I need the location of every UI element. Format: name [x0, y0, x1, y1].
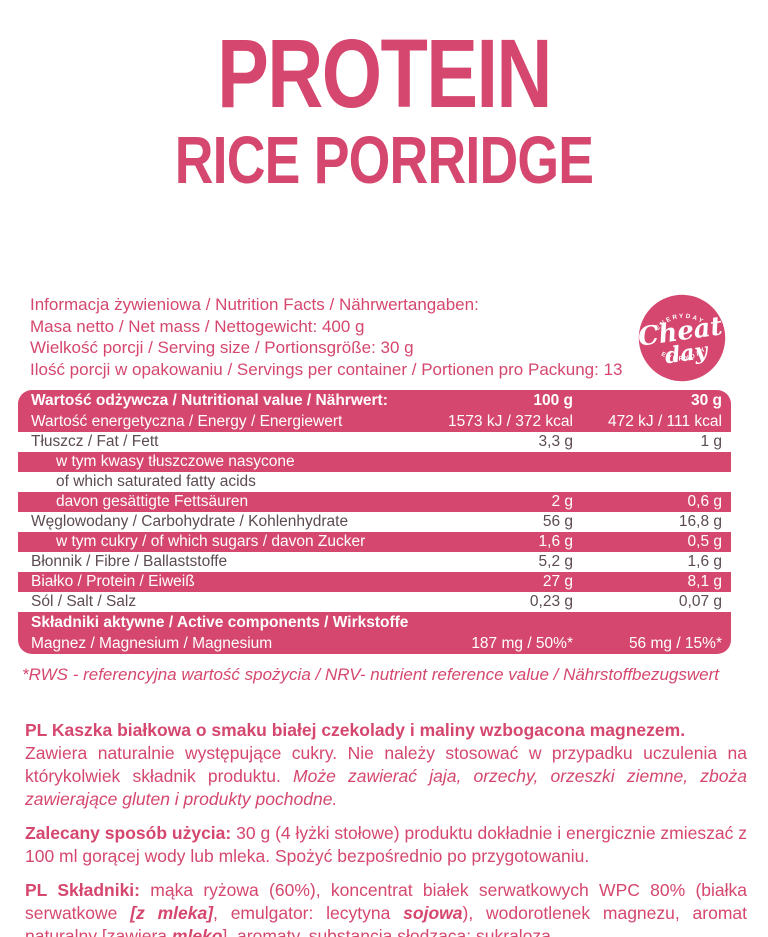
value-30g: 56 mg / 15%*: [628, 634, 722, 652]
nutrient-label: Wartość energetyczna / Energy / Energiew…: [31, 412, 343, 430]
allergen-soy: sojowa: [403, 903, 463, 923]
cheat-day-badge: EVERYDAY EVERYDAY Cheat day: [634, 290, 730, 386]
cheat-day-logo-icon: EVERYDAY EVERYDAY Cheat day: [636, 294, 726, 382]
value-100g: 187 mg / 50%*: [471, 634, 573, 652]
description-heading: PL Kaszka białkowa o smaku białej czekol…: [25, 720, 686, 740]
value-30g: 1 g: [700, 433, 722, 450]
value-100g: 27 g: [542, 573, 573, 590]
ingredients-text: , emulgator: lecytyna: [213, 903, 404, 923]
value-30g: 30 g: [690, 391, 722, 409]
value-100g: 1,6 g: [538, 533, 573, 550]
table-row: Błonnik / Fibre / Ballaststoffe 5,2 g 1,…: [18, 552, 731, 572]
nutrient-label: Wartość odżywcza / Nutritional value / N…: [31, 391, 388, 409]
table-row: Białko / Protein / Eiweiß 27 g 8,1 g: [18, 572, 731, 592]
info-line-serving-size: Wielkość porcji / Serving size / Portion…: [30, 338, 414, 357]
value-30g: 8,1 g: [687, 573, 722, 590]
value-100g: 56 g: [542, 513, 573, 530]
ingredients-paragraph: PL Składniki: mąka ryżowa (60%), koncent…: [25, 879, 747, 937]
value-100g: 5,2 g: [538, 553, 573, 570]
allergen-milk-bracket: [z mleka]: [130, 903, 214, 923]
table-row: w tym kwasy tłuszczowe nasycone: [18, 452, 731, 472]
value-30g: 0,6 g: [687, 493, 722, 510]
table-row: Węglowodany / Carbohydrate / Kohlenhydra…: [18, 512, 731, 532]
value-30g: 472 kJ / 111 kcal: [607, 412, 722, 430]
info-line-servings-per-container: Ilość porcji w opakowaniu / Servings per…: [30, 359, 623, 379]
ingredients-text: ], aromaty, substancja słodząca: sukralo…: [222, 926, 556, 937]
nutrition-table: Wartość odżywcza / Nutritional value / N…: [18, 390, 731, 654]
nutrient-label: Białko / Protein / Eiweiß: [31, 573, 195, 590]
allergen-notice: Może zawierać jaja, orzechy, orzeszki zi…: [25, 766, 747, 809]
value-30g: 16,8 g: [678, 513, 722, 530]
table-row: davon gesättigte Fettsäuren 2 g 0,6 g: [18, 492, 731, 512]
table-row: Wartość odżywcza / Nutritional value / N…: [18, 390, 731, 411]
nrv-footnote: *RWS - referencyjna wartość spożycia / N…: [22, 665, 719, 684]
value-100g: 100 g: [533, 391, 573, 409]
table-row: Sól / Salt / Salz 0,23 g 0,07 g: [18, 592, 731, 612]
value-30g: 1,6 g: [687, 553, 722, 570]
ingredients-text: ), wodorotlenek magnezu, aromat naturaln…: [25, 903, 747, 937]
nutrient-label: w tym kwasy tłuszczowe nasycone: [56, 453, 295, 470]
value-100g: 3,3 g: [538, 433, 573, 450]
nutrient-label: Tłuszcz / Fat / Fett: [31, 433, 159, 450]
usage-text: 30 g (4 łyżki stołowe) produktu dokładni…: [25, 823, 747, 866]
badge-script-line2: day: [663, 337, 711, 369]
value-30g: 0,5 g: [687, 533, 722, 550]
description-body: Zawiera naturalnie występujące cukry. Ni…: [25, 743, 747, 786]
value-100g: 2 g: [551, 493, 573, 510]
nutrient-label: Magnez / Magnesium / Magnesium: [31, 634, 273, 652]
product-title: PROTEIN RICE PORRIDGE: [0, 22, 768, 196]
table-row: Magnez / Magnesium / Magnesium 187 mg / …: [18, 633, 731, 654]
table-row: w tym cukry / of which sugars / davon Zu…: [18, 532, 731, 552]
nutrient-label: w tym cukry / of which sugars / davon Zu…: [56, 533, 366, 550]
value-30g: 0,07 g: [678, 593, 722, 610]
value-100g: 0,23 g: [529, 593, 573, 610]
value-100g: 1573 kJ / 372 kcal: [448, 412, 573, 430]
product-title-line2: RICE PORRIDGE: [174, 123, 594, 198]
ingredients-text: mąka ryżowa (60%), koncentrat białek ser…: [25, 880, 748, 923]
allergen-milk: mleko: [171, 926, 223, 937]
table-row: of which saturated fatty acids: [18, 472, 731, 492]
usage-paragraph: Zalecany sposób użycia: 30 g (4 łyżki st…: [25, 822, 747, 868]
nutrition-info-header: Informacja żywieniowa / Nutrition Facts …: [30, 294, 623, 380]
table-row: Wartość energetyczna / Energy / Energiew…: [18, 411, 731, 432]
table-row: Tłuszcz / Fat / Fett 3,3 g 1 g: [18, 432, 731, 452]
nutrient-label: Sól / Salt / Salz: [31, 593, 137, 610]
nutrient-label: Składniki aktywne / Active components / …: [31, 613, 408, 631]
product-title-line1: PROTEIN: [217, 19, 552, 128]
nutrient-label: Węglowodany / Carbohydrate / Kohlenhydra…: [31, 513, 349, 530]
nutrient-label: davon gesättigte Fettsäuren: [56, 493, 249, 510]
info-line-net-mass: Masa netto / Net mass / Nettogewicht: 40…: [30, 316, 365, 336]
nutrient-label: of which saturated fatty acids: [56, 473, 256, 490]
table-row: Składniki aktywne / Active components / …: [18, 612, 731, 633]
product-description-block: PL Kaszka białkowa o smaku białej czekol…: [25, 719, 747, 937]
ingredients-heading: PL Składniki:: [25, 880, 140, 900]
info-line-nutrition-facts: Informacja żywieniowa / Nutrition Facts …: [30, 295, 479, 314]
description-paragraph: PL Kaszka białkowa o smaku białej czekol…: [25, 719, 747, 811]
nutrient-label: Błonnik / Fibre / Ballaststoffe: [31, 553, 228, 570]
usage-heading: Zalecany sposób użycia:: [25, 823, 232, 843]
